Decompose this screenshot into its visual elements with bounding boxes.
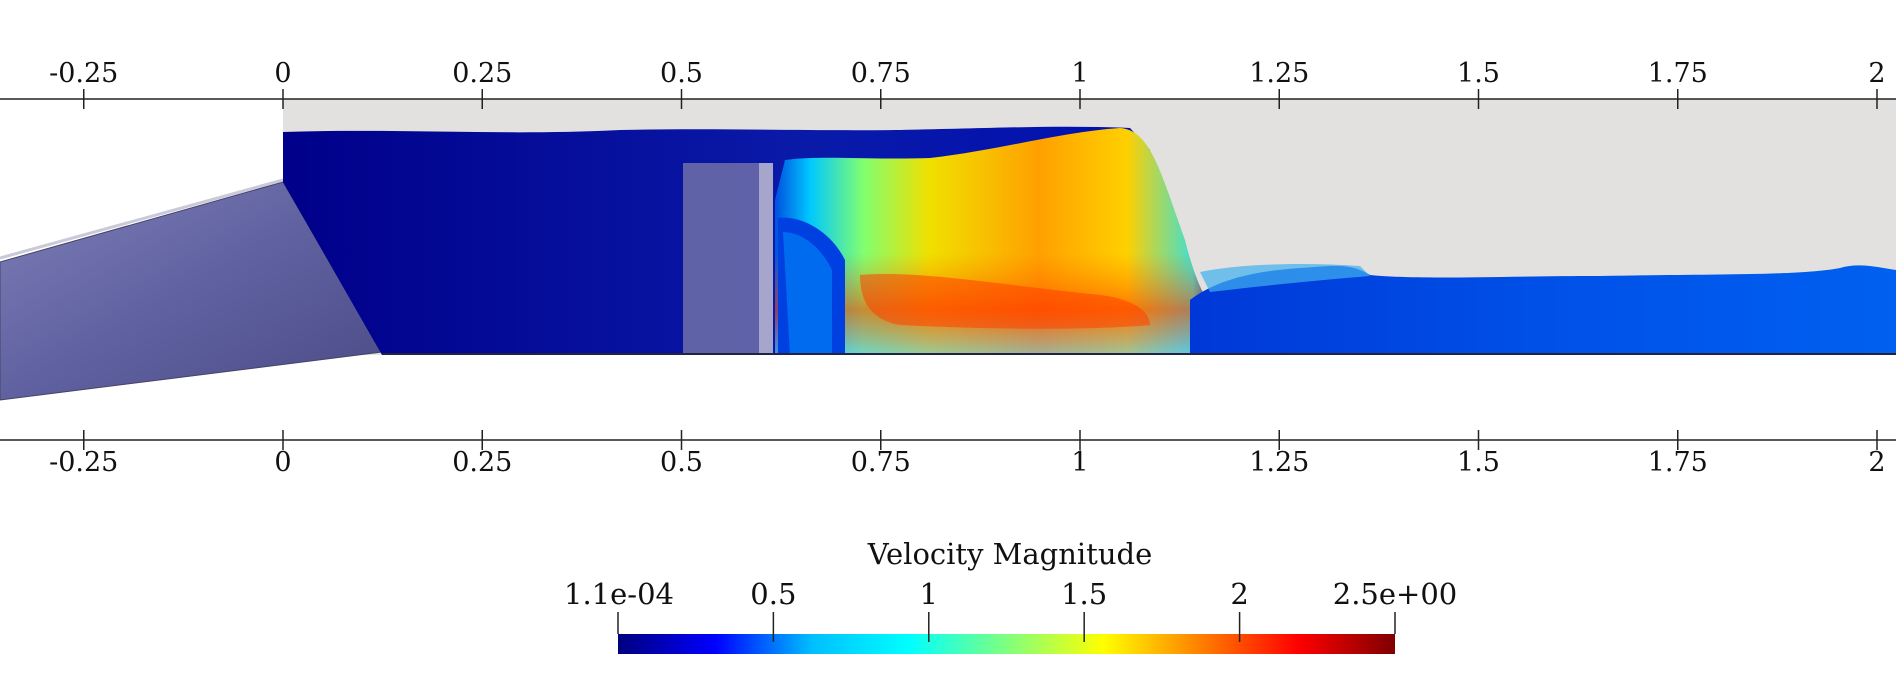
- sluice-gate-face: [759, 163, 773, 355]
- bottom-axis-tick-label: 0.25: [452, 447, 512, 478]
- top-axis-tick-label: 1.75: [1648, 58, 1708, 89]
- top-axis-tick-label: 0.75: [851, 58, 911, 89]
- colorbar-min-label: 1.1e-04: [564, 577, 674, 611]
- top-axis-tick-label: 0: [274, 58, 291, 89]
- bottom-axis: -0.25 0 0.25 0.5 0.75 1 1.25 1.5 1.75 2: [49, 430, 1886, 478]
- bottom-axis-tick-label: 2: [1868, 447, 1885, 478]
- top-axis-tick-label: -0.25: [49, 58, 118, 89]
- colorbar-ticks: 0.5 1 1.5 2: [617, 577, 1396, 642]
- top-axis-tick-label: 2: [1868, 58, 1885, 89]
- gate-wake: [778, 217, 845, 355]
- bottom-axis-tick-label: 0: [274, 447, 291, 478]
- bottom-axis-tick-label: 0.5: [660, 447, 703, 478]
- jet-red-core: [860, 274, 1150, 329]
- colorbar-max-label: 2.5e+00: [1333, 577, 1457, 611]
- downstream-foam: [1200, 264, 1370, 292]
- bottom-axis-tick-label: 1.5: [1457, 447, 1500, 478]
- ramp-edge: [0, 178, 284, 260]
- top-axis-tick-label: 1.25: [1249, 58, 1309, 89]
- colorbar-tick-label: 1: [920, 577, 938, 611]
- colorbar-tick-label: 0.5: [750, 577, 796, 611]
- top-axis-tick-label: 1: [1071, 58, 1088, 89]
- bottom-axis-tick-label: 0.75: [851, 447, 911, 478]
- colorbar-title: Velocity Magnitude: [867, 537, 1153, 571]
- colorbar: [618, 634, 1395, 654]
- bottom-axis-tick-label: 1: [1071, 447, 1088, 478]
- bottom-axis-tick-label: -0.25: [49, 447, 118, 478]
- colorbar-tick-label: 1.5: [1061, 577, 1107, 611]
- top-axis-tick-label: 0.5: [660, 58, 703, 89]
- top-axis-tick-label: 1.5: [1457, 58, 1500, 89]
- gate-wake-highlight: [783, 232, 832, 355]
- bottom-axis-tick-label: 1.25: [1249, 447, 1309, 478]
- top-axis-tick-label: 0.25: [452, 58, 512, 89]
- sluice-gate: [683, 163, 759, 355]
- colorbar-tick-label: 2: [1230, 577, 1248, 611]
- downstream-water: [1190, 265, 1896, 355]
- bottom-axis-tick-label: 1.75: [1648, 447, 1708, 478]
- top-axis: -0.25 0 0.25 0.5 0.75 1 1.25 1.5 1.75 2: [49, 58, 1886, 109]
